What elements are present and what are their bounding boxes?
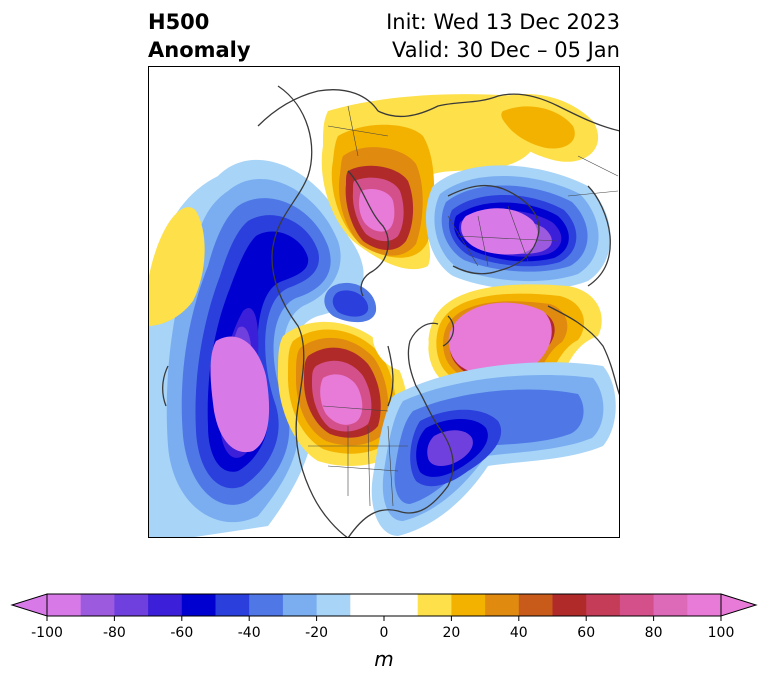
colorbar-unit-label: m (374, 647, 393, 671)
colorbar-swatch (451, 594, 486, 616)
colorbar-swatch (80, 594, 115, 616)
colorbar-swatch (384, 594, 419, 616)
colorbar-swatch (114, 594, 149, 616)
europe-negative-anomaly (425, 165, 611, 291)
colorbar-swatch (619, 594, 654, 616)
anomaly-map (148, 66, 620, 538)
atlantic-negative-anomaly (371, 362, 616, 536)
colorbar-swatch (282, 594, 317, 616)
colorbar-swatch (249, 594, 284, 616)
colorbar-swatch (417, 594, 452, 616)
western-north-america-positive-anomaly (278, 321, 408, 466)
colorbar-swatches (10, 593, 758, 617)
hudson-positive-anomaly (321, 93, 599, 270)
colorbar-ticks: -100 -80 -60 -40 -20 0 20 40 60 80 100 (31, 616, 734, 641)
colorbar-tick-label: 40 (510, 625, 528, 641)
variable-label: H500 (148, 10, 210, 34)
colorbar-tick-label: 0 (380, 625, 389, 641)
coastlines (162, 85, 620, 538)
colorbar-tick-label: -60 (170, 625, 193, 641)
colorbar-tick-label: -100 (31, 625, 63, 641)
variable-sublabel: Anomaly (148, 38, 251, 62)
colorbar-tick-label: 80 (645, 625, 663, 641)
colorbar-swatch (215, 594, 250, 616)
west-positive-anomaly (148, 207, 205, 326)
colorbar-swatch (552, 594, 587, 616)
colorbar-tick-label: 100 (708, 625, 735, 641)
colorbar-tick-label: 60 (577, 625, 595, 641)
colorbar-extend-min (10, 593, 48, 617)
colorbar-swatch (653, 594, 688, 616)
valid-time-label: Valid: 30 Dec – 05 Jan (391, 38, 620, 62)
colorbar-swatch (47, 594, 82, 616)
colorbar-swatch (148, 594, 183, 616)
colorbar-swatch (485, 594, 520, 616)
title-right: Init: Wed 13 Dec 2023 Valid: 30 Dec – 05… (386, 8, 620, 64)
colorbar: -100 -80 -60 -40 -20 0 20 40 60 80 100 m (10, 593, 758, 671)
init-time-label: Init: Wed 13 Dec 2023 (386, 10, 620, 34)
colorbar-swatch (181, 594, 216, 616)
colorbar-swatch (586, 594, 621, 616)
title-left: H500 Anomaly (148, 8, 251, 64)
colorbar-tick-label: -20 (305, 625, 328, 641)
colorbar-tick-label: -40 (238, 625, 261, 641)
colorbar-swatch (316, 594, 351, 616)
colorbar-tick-label: 20 (442, 625, 460, 641)
colorbar-extend-max (720, 593, 758, 617)
colorbar-swatch (350, 594, 385, 616)
colorbar-swatch (687, 594, 722, 616)
political-borders (308, 105, 619, 507)
colorbar-tick-label: -80 (103, 625, 126, 641)
colorbar-swatch (518, 594, 553, 616)
